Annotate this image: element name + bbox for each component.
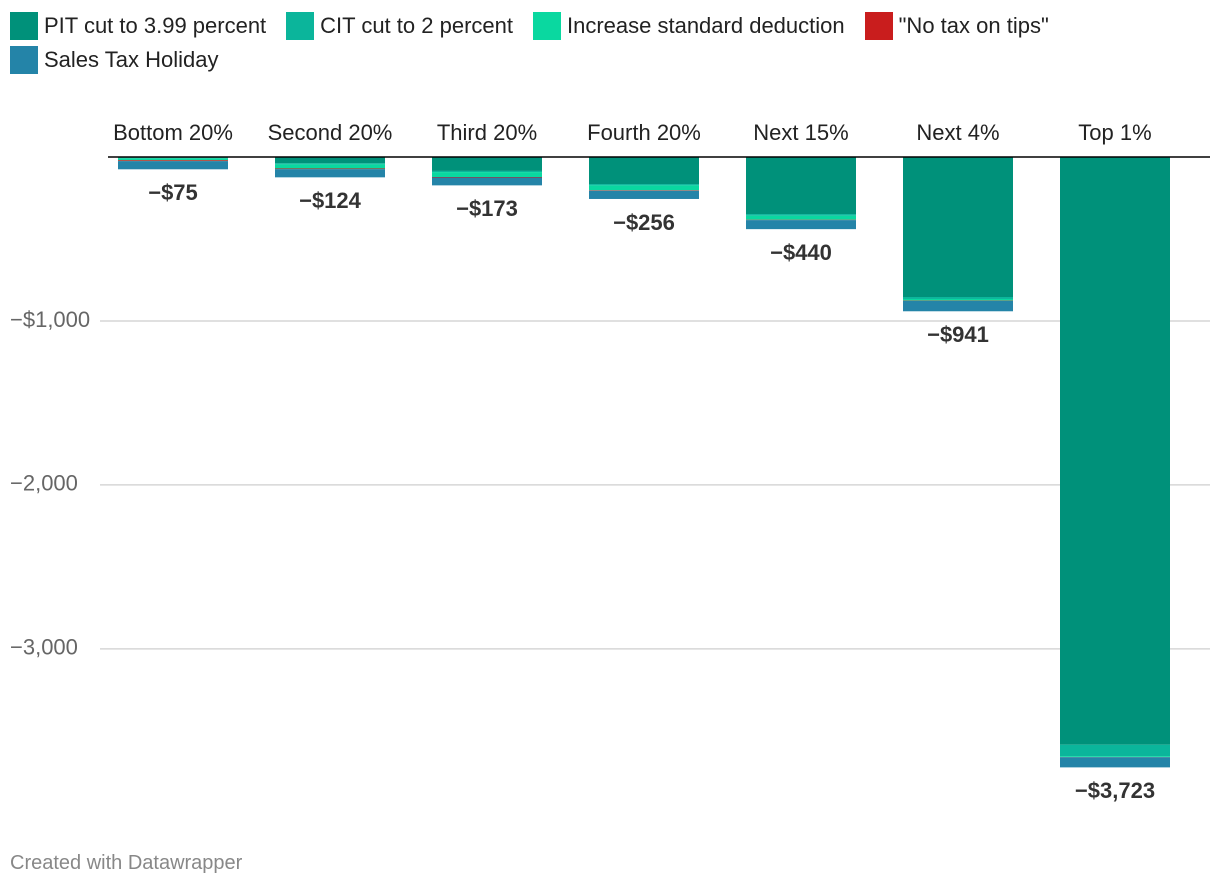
legend-label: Increase standard deduction — [566, 13, 845, 38]
bar-segment — [432, 170, 542, 173]
bar-segment — [118, 160, 228, 162]
bar-segment — [746, 220, 856, 230]
bar-segment — [903, 297, 1013, 299]
y-tick-label: −3,000 — [10, 635, 78, 660]
bar-segment — [275, 163, 385, 165]
footer: Created with Datawrapper — [10, 852, 243, 874]
legend-item: CIT cut to 2 percent — [286, 12, 513, 40]
legend-item: Increase standard deduction — [532, 12, 845, 40]
bar-segment — [903, 300, 1013, 312]
chart: −$1,000 −2,000 −3,000 Bottom 20% −$75 Second … — [10, 120, 1210, 803]
bar-segment — [1060, 756, 1170, 758]
x-tick-label: Third 20% — [437, 120, 537, 145]
bar-segment — [432, 172, 542, 178]
total-label: −$75 — [148, 180, 198, 205]
legend-swatch — [532, 12, 561, 40]
legend-label: Sales Tax Holiday — [44, 47, 219, 72]
total-label: −$941 — [927, 322, 989, 347]
bar-segment — [1060, 744, 1170, 757]
bar-segment — [432, 157, 542, 171]
legend-swatch — [10, 46, 38, 74]
legend-item: Sales Tax Holiday — [10, 46, 218, 74]
bar-segment — [589, 185, 699, 191]
legend-label: PIT cut to 3.99 percent — [44, 13, 267, 38]
y-tick-label: −$1,000 — [10, 307, 90, 332]
legend-item: "No tax on tips" — [864, 12, 1049, 40]
legend: PIT cut to 3.99 percent CIT cut to 2 perc… — [10, 12, 1210, 74]
bar-segment — [275, 168, 385, 170]
total-label: −$3,723 — [1075, 778, 1155, 803]
bar-segment — [746, 157, 856, 215]
bar-segment — [432, 177, 542, 186]
bar-segment — [275, 157, 385, 164]
x-tick-label: Bottom 20% — [113, 120, 233, 145]
x-tick-label: Next 15% — [753, 120, 848, 145]
bar-segment — [275, 169, 385, 178]
total-label: −$256 — [613, 210, 675, 235]
bar-segment — [1060, 757, 1170, 768]
x-tick-label: Top 1% — [1078, 120, 1151, 145]
x-tick-label: Fourth 20% — [587, 120, 701, 145]
bar-segment — [903, 298, 1013, 301]
legend-swatch — [286, 12, 315, 40]
total-label: −$124 — [299, 188, 362, 213]
bar-segment — [589, 190, 699, 199]
y-tick-label: −2,000 — [10, 471, 78, 496]
bar-segment — [118, 158, 228, 161]
bar-segment — [1060, 157, 1170, 745]
bar-segment — [903, 157, 1013, 298]
bar-segment — [589, 184, 699, 186]
x-tick-label: Second 20% — [268, 120, 393, 145]
bar-segment — [746, 215, 856, 220]
bar-segment — [275, 164, 385, 169]
x-tick-label: Next 4% — [916, 120, 999, 145]
bar-segment — [118, 161, 228, 170]
bar-segment — [589, 157, 699, 185]
legend-item: PIT cut to 3.99 percent — [10, 12, 266, 40]
legend-swatch — [10, 12, 38, 40]
total-label: −$173 — [456, 196, 518, 221]
legend-label: "No tax on tips" — [898, 13, 1049, 38]
bar-segment — [746, 214, 856, 216]
legend-label: CIT cut to 2 percent — [320, 13, 513, 38]
legend-swatch — [864, 12, 893, 40]
total-label: −$440 — [770, 240, 832, 265]
